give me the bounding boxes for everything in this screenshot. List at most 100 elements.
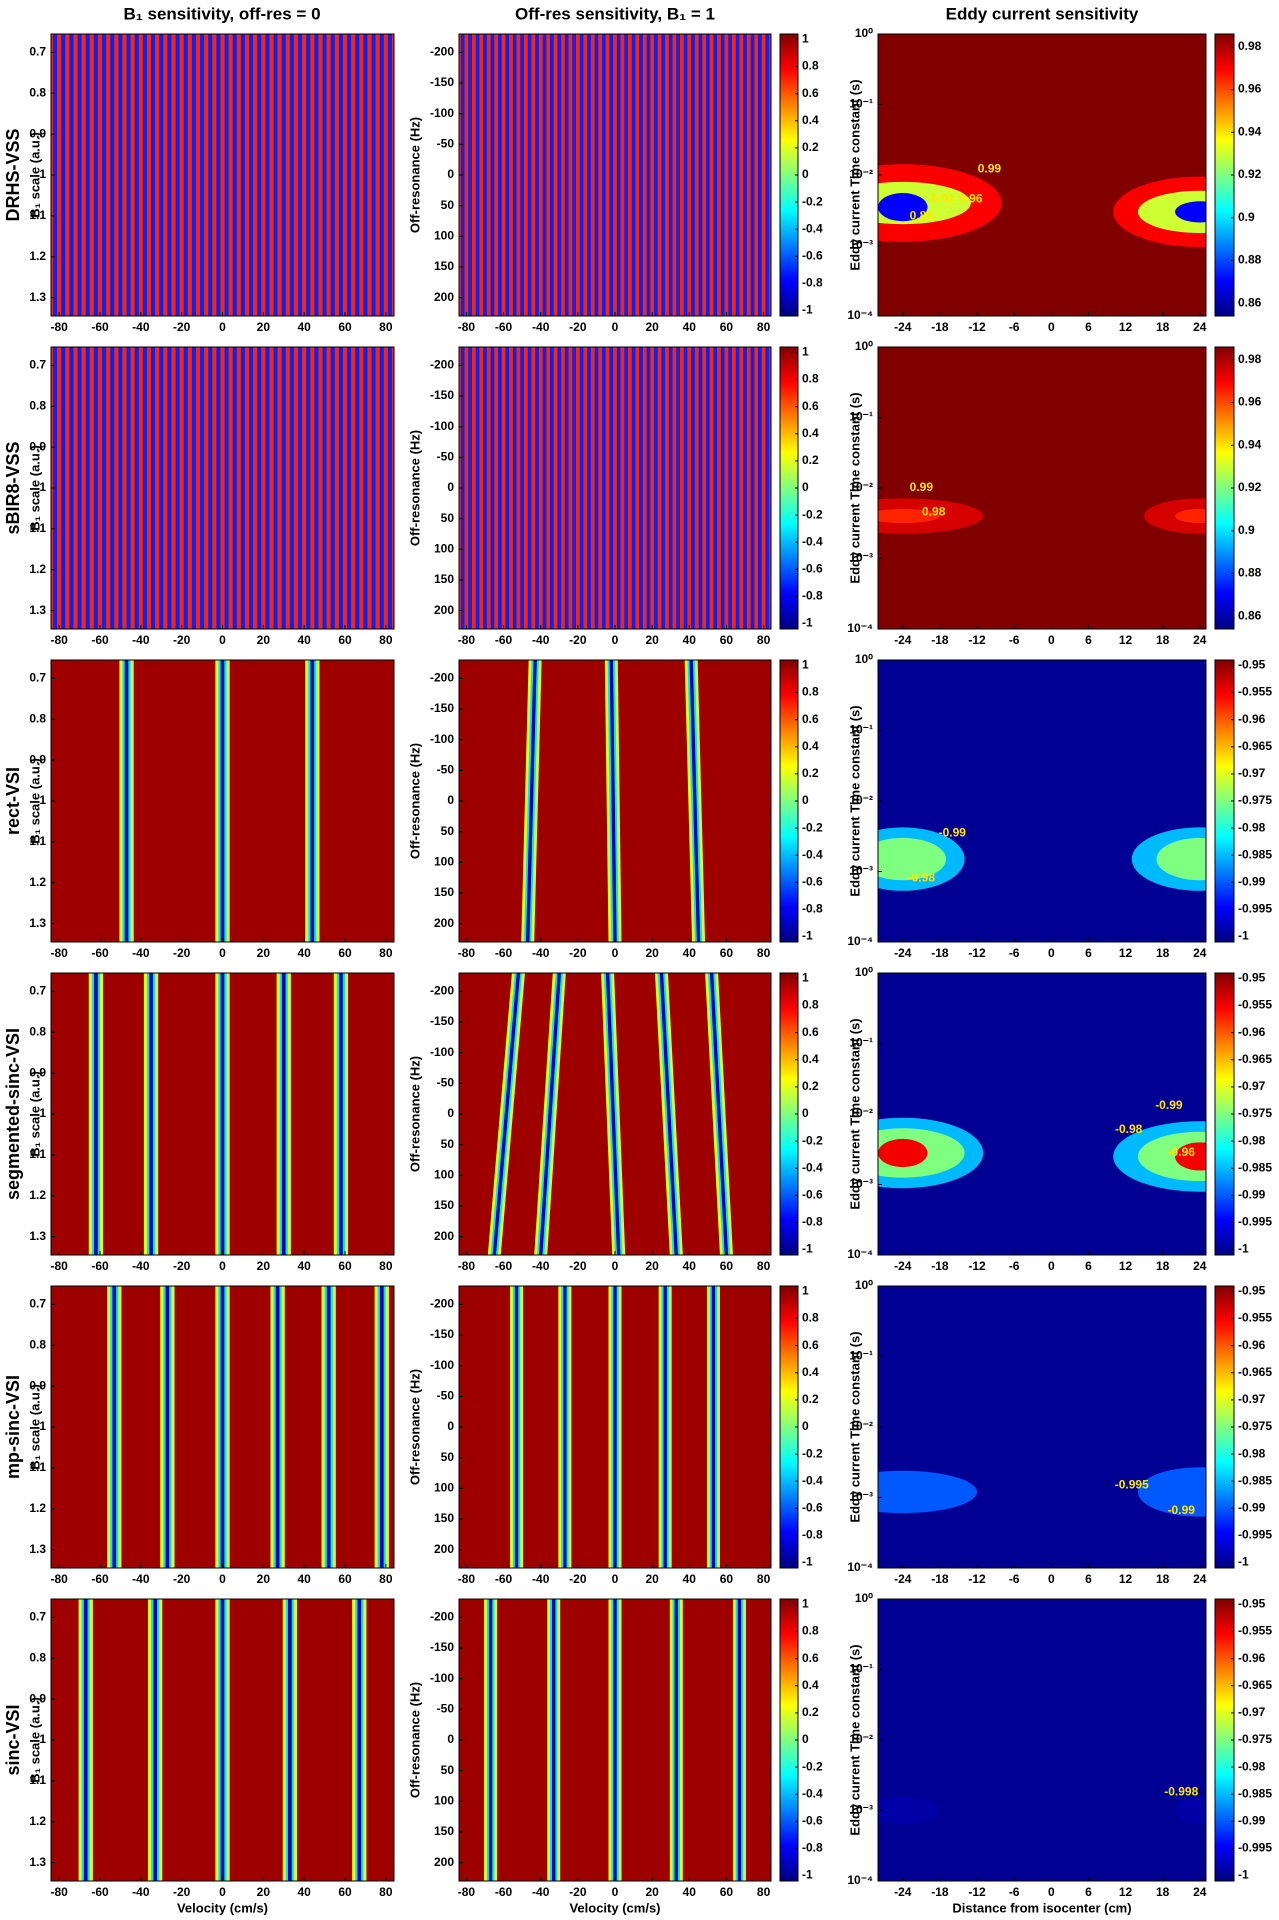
stripe	[572, 34, 575, 316]
stripe	[496, 347, 499, 629]
stripe	[163, 347, 166, 629]
stripe	[234, 347, 238, 629]
stripe	[563, 1286, 567, 1568]
stripe	[336, 34, 340, 316]
stripe	[339, 973, 343, 1255]
stripe	[687, 34, 690, 316]
stripe	[153, 34, 156, 316]
y-tick-label: -150	[430, 388, 454, 402]
colorbar-tick-label: -0.96	[1238, 1338, 1266, 1352]
stripe	[683, 347, 686, 629]
colorbar-tick-label: 0.98	[1238, 39, 1262, 53]
stripe	[112, 1286, 117, 1568]
stripe	[464, 34, 467, 316]
y-tick-label: 10⁻⁴	[847, 1247, 873, 1261]
stripe	[124, 34, 127, 316]
stripe	[216, 347, 219, 629]
colorbar-tick-label: 0.8	[802, 1624, 819, 1638]
stripe	[269, 34, 272, 316]
stripe	[189, 34, 193, 316]
stripe	[722, 34, 725, 316]
stripe	[381, 347, 385, 629]
x-tick-label: 0	[612, 1259, 619, 1273]
stripe	[222, 347, 225, 629]
stripe	[473, 34, 477, 316]
stripe	[114, 34, 117, 316]
colorbar-tick-label: -0.98	[1238, 1133, 1266, 1147]
stripe	[472, 34, 475, 316]
x-tick-label: -18	[931, 633, 949, 647]
stripe	[161, 347, 164, 629]
y-tick-label: -50	[437, 137, 455, 151]
colorbar-tick-label: -0.985	[1238, 1160, 1272, 1174]
stripe	[324, 347, 327, 629]
y-tick-label: 100	[434, 854, 454, 868]
stripe	[142, 34, 146, 316]
stripe	[65, 347, 68, 629]
stripe	[553, 347, 556, 629]
y-tick-label: 200	[434, 1855, 454, 1869]
stripe	[555, 34, 558, 316]
stripe	[737, 347, 740, 629]
stripe	[340, 347, 344, 629]
stripe	[737, 34, 740, 316]
y-tick-label: 0	[447, 167, 454, 181]
stripe	[316, 34, 319, 316]
stripe	[387, 347, 391, 629]
stripe	[330, 34, 334, 316]
stripe	[711, 1286, 716, 1568]
y-tick-label: -50	[437, 763, 455, 777]
stripe	[169, 347, 172, 629]
stripe	[179, 34, 182, 316]
stripe	[739, 34, 742, 316]
stripe	[748, 347, 751, 629]
stripe	[644, 34, 647, 316]
stripe	[698, 347, 701, 629]
stripe	[611, 347, 614, 629]
stripe	[118, 34, 121, 316]
stripe	[691, 347, 694, 629]
stripe	[85, 34, 89, 316]
y-tick-label: 1.1	[29, 1773, 46, 1787]
stripe	[212, 34, 215, 316]
stripe	[548, 347, 551, 629]
stripe	[533, 347, 536, 629]
x-tick-label: 18	[1156, 1885, 1170, 1899]
stripe	[132, 347, 136, 629]
x-tick-label: -40	[532, 1572, 550, 1586]
stripe	[657, 347, 660, 629]
stripe	[189, 347, 193, 629]
stripe	[719, 34, 722, 316]
stripe	[326, 1286, 331, 1568]
contour-label: -0.98	[1115, 1122, 1143, 1136]
stripe	[572, 347, 575, 629]
stripe	[224, 347, 227, 629]
stripe	[522, 34, 525, 316]
stripe	[724, 347, 727, 629]
stripe	[641, 34, 644, 316]
stripe	[633, 34, 636, 316]
stripe	[281, 973, 286, 1255]
stripe	[116, 347, 119, 629]
stripe	[112, 347, 115, 629]
colorbar-tick-label: -0.6	[802, 1501, 823, 1515]
stripe	[271, 34, 274, 316]
x-tick-label: 60	[338, 946, 352, 960]
stripe	[730, 34, 733, 316]
stripe	[298, 34, 301, 316]
row-label: mp-sinc-VSI	[3, 1375, 23, 1479]
stripe	[496, 34, 499, 316]
y-tick-label: -200	[430, 671, 454, 685]
x-tick-label: -24	[894, 1259, 912, 1273]
colorbar-tick-label: 0.4	[802, 739, 819, 753]
stripe	[336, 347, 340, 629]
stripe	[373, 34, 376, 316]
stripe	[187, 347, 191, 629]
colorbar-tick-label: 0	[802, 1732, 809, 1746]
stripe	[735, 34, 738, 316]
x-tick-label: -20	[173, 946, 191, 960]
y-tick-label: 50	[441, 511, 455, 525]
stripe	[57, 34, 60, 316]
stripe	[165, 1286, 170, 1568]
y-axis-label: B₁ scale (a.u.)	[27, 132, 42, 218]
